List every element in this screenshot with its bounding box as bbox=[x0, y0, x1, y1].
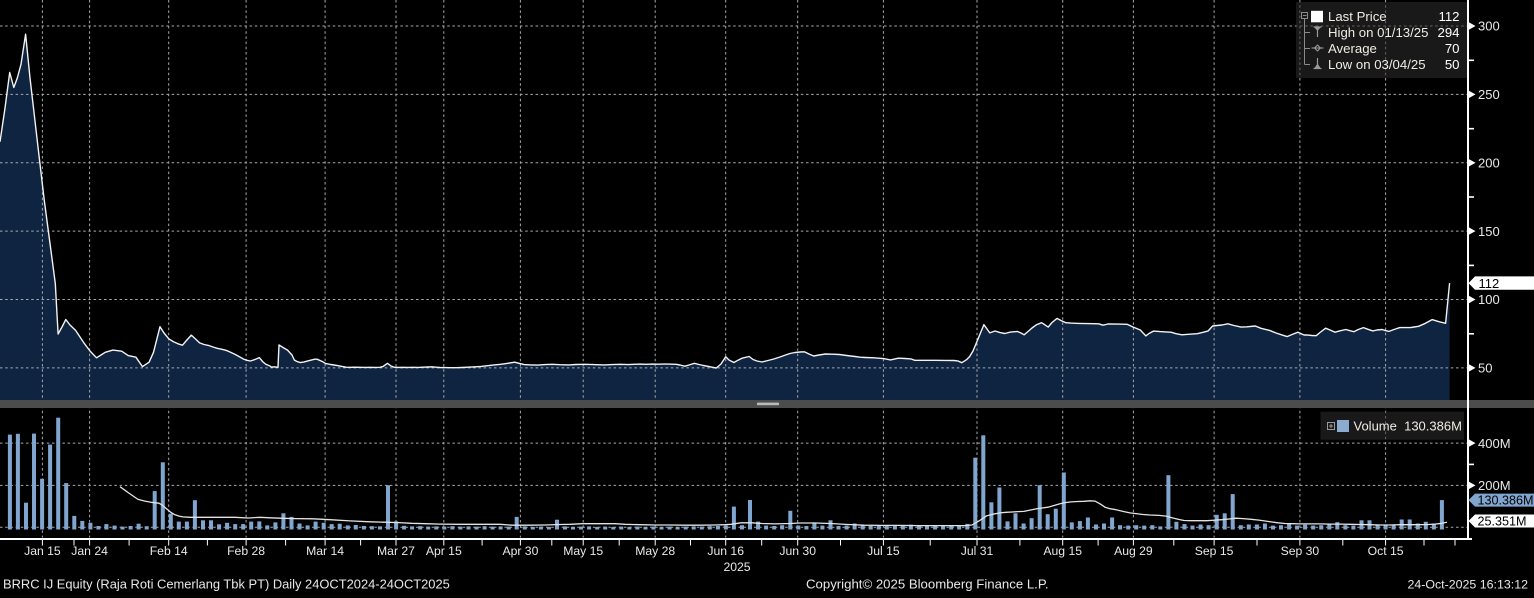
svg-text:200: 200 bbox=[1478, 156, 1500, 171]
svg-text:Feb 28: Feb 28 bbox=[227, 544, 265, 558]
svg-text:25.351M: 25.351M bbox=[1478, 515, 1527, 529]
svg-text:Volume 130.386M: Volume 130.386M bbox=[1354, 419, 1462, 434]
svg-text:High on 01/13/25: High on 01/13/25 bbox=[1328, 25, 1428, 40]
svg-text:112: 112 bbox=[1438, 9, 1459, 24]
svg-text:112: 112 bbox=[1479, 276, 1500, 291]
svg-text:294: 294 bbox=[1437, 25, 1459, 40]
svg-text:May 28: May 28 bbox=[635, 544, 675, 558]
svg-text:Jan 15: Jan 15 bbox=[24, 544, 61, 558]
svg-text:Jun 16: Jun 16 bbox=[707, 544, 744, 558]
svg-text:Jul 31: Jul 31 bbox=[961, 544, 994, 558]
svg-text:250: 250 bbox=[1478, 87, 1500, 102]
svg-text:Aug 29: Aug 29 bbox=[1114, 544, 1153, 558]
svg-text:70: 70 bbox=[1445, 41, 1460, 56]
svg-text:Low on 03/04/25: Low on 03/04/25 bbox=[1328, 57, 1426, 72]
svg-text:Copyright© 2025 Bloomberg Fina: Copyright© 2025 Bloomberg Finance L.P. bbox=[806, 577, 1049, 592]
svg-text:BRRC IJ Equity (Raja Roti Ceme: BRRC IJ Equity (Raja Roti Cemerlang Tbk … bbox=[3, 577, 450, 592]
svg-text:Jul 15: Jul 15 bbox=[867, 544, 900, 558]
svg-text:Last Price: Last Price bbox=[1328, 9, 1387, 24]
svg-text:100: 100 bbox=[1478, 292, 1500, 307]
svg-text:130.386M: 130.386M bbox=[1478, 494, 1534, 508]
svg-text:May 15: May 15 bbox=[563, 544, 603, 558]
svg-text:Feb 14: Feb 14 bbox=[150, 544, 188, 558]
svg-text:Average: Average bbox=[1328, 41, 1377, 56]
svg-text:Apr 15: Apr 15 bbox=[426, 544, 462, 558]
svg-text:Sep 15: Sep 15 bbox=[1195, 544, 1234, 558]
svg-text:300: 300 bbox=[1478, 19, 1500, 34]
svg-text:400M: 400M bbox=[1478, 436, 1511, 451]
svg-text:150: 150 bbox=[1478, 224, 1500, 239]
svg-text:2025: 2025 bbox=[723, 560, 750, 574]
svg-text:200M: 200M bbox=[1478, 478, 1511, 493]
svg-text:Oct 15: Oct 15 bbox=[1368, 544, 1404, 558]
svg-text:24-Oct-2025 16:13:12: 24-Oct-2025 16:13:12 bbox=[1407, 578, 1528, 592]
svg-text:Aug 15: Aug 15 bbox=[1043, 544, 1082, 558]
svg-text:Mar 27: Mar 27 bbox=[377, 544, 415, 558]
svg-text:Apr 30: Apr 30 bbox=[502, 544, 538, 558]
svg-text:Jun 30: Jun 30 bbox=[779, 544, 816, 558]
svg-text:Mar 14: Mar 14 bbox=[306, 544, 344, 558]
svg-text:50: 50 bbox=[1445, 57, 1460, 72]
svg-text:Sep 30: Sep 30 bbox=[1281, 544, 1320, 558]
svg-text:Jan 24: Jan 24 bbox=[71, 544, 108, 558]
svg-text:50: 50 bbox=[1478, 361, 1492, 376]
